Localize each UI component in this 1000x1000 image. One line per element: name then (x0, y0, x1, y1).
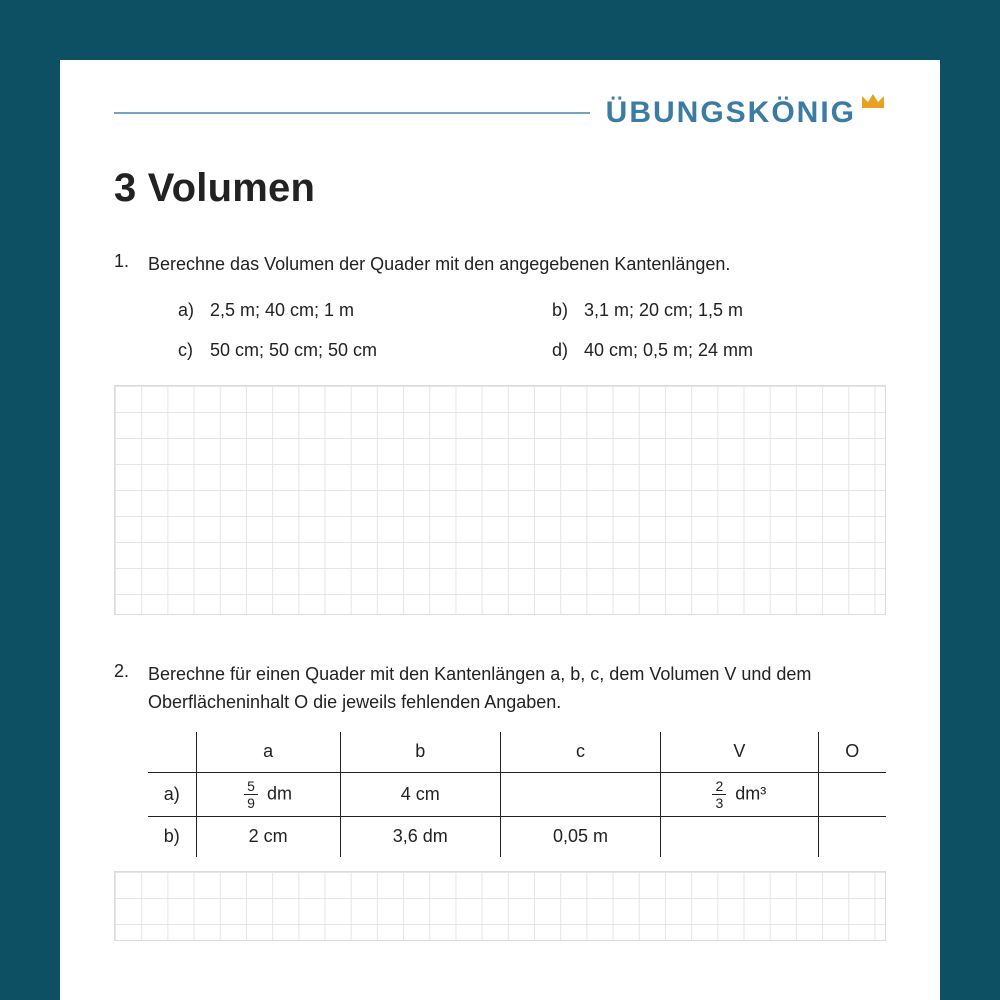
cell-v: 2 3 dm³ (661, 773, 819, 817)
cell-b: 4 cm (340, 773, 500, 817)
worksheet-page: ÜBUNGSKÖNIG 3 Volumen 1. Berechne das Vo… (60, 60, 940, 1000)
denominator: 9 (247, 795, 255, 810)
cell-a: 2 cm (196, 817, 340, 857)
exercise-number: 2. (114, 661, 134, 858)
exercise-prompt: Berechne das Volumen der Quader mit den … (148, 254, 730, 274)
col-o: O (818, 732, 886, 772)
cell-c: 0,05 m (500, 817, 660, 857)
sub-text: 40 cm; 0,5 m; 24 mm (584, 337, 753, 365)
col-c: c (500, 732, 660, 772)
col-a: a (196, 732, 340, 772)
sub-item-a: a) 2,5 m; 40 cm; 1 m (178, 297, 512, 325)
cell-c (500, 773, 660, 817)
table-row: b) 2 cm 3,6 dm 0,05 m (148, 817, 886, 857)
answer-grid-1 (114, 385, 886, 615)
col-v: V (661, 732, 819, 772)
exercise-number: 1. (114, 251, 134, 365)
exercise-2: 2. Berechne für einen Quader mit den Kan… (114, 661, 886, 858)
unit: dm (267, 784, 292, 804)
row-label: b) (148, 817, 196, 857)
cell-v (661, 817, 819, 857)
row-label: a) (148, 773, 196, 817)
sub-item-b: b) 3,1 m; 20 cm; 1,5 m (552, 297, 886, 325)
sub-text: 3,1 m; 20 cm; 1,5 m (584, 297, 743, 325)
exercise-body: Berechne für einen Quader mit den Kanten… (148, 661, 886, 858)
sub-label: a) (178, 297, 200, 325)
sub-label: b) (552, 297, 574, 325)
fraction: 2 3 (712, 779, 726, 810)
table-corner (148, 732, 196, 772)
sub-text: 2,5 m; 40 cm; 1 m (210, 297, 354, 325)
col-b: b (340, 732, 500, 772)
table-header-row: a b c V O (148, 732, 886, 772)
numerator: 2 (712, 779, 726, 795)
sub-label: d) (552, 337, 574, 365)
answer-grid-2 (114, 871, 886, 941)
crown-icon (860, 92, 886, 114)
header-bar: ÜBUNGSKÖNIG (114, 96, 886, 130)
brand-logo: ÜBUNGSKÖNIG (606, 96, 886, 130)
cell-a: 5 9 dm (196, 773, 340, 817)
header-rule (114, 112, 590, 114)
sub-text: 50 cm; 50 cm; 50 cm (210, 337, 377, 365)
sub-item-list: a) 2,5 m; 40 cm; 1 m b) 3,1 m; 20 cm; 1,… (148, 297, 886, 365)
fraction: 5 9 (244, 779, 258, 810)
denominator: 3 (715, 795, 723, 810)
sub-item-c: c) 50 cm; 50 cm; 50 cm (178, 337, 512, 365)
sub-item-d: d) 40 cm; 0,5 m; 24 mm (552, 337, 886, 365)
exercise-prompt: Berechne für einen Quader mit den Kanten… (148, 664, 811, 712)
numerator: 5 (244, 779, 258, 795)
exercise-body: Berechne das Volumen der Quader mit den … (148, 251, 886, 365)
brand-text: ÜBUNGSKÖNIG (606, 96, 856, 130)
page-title: 3 Volumen (114, 166, 886, 211)
table-row: a) 5 9 dm 4 cm 2 (148, 773, 886, 817)
unit: dm³ (735, 784, 766, 804)
values-table: a b c V O a) 5 9 (148, 732, 886, 857)
cell-o (818, 817, 886, 857)
exercise-1: 1. Berechne das Volumen der Quader mit d… (114, 251, 886, 365)
sub-label: c) (178, 337, 200, 365)
cell-o (818, 773, 886, 817)
cell-b: 3,6 dm (340, 817, 500, 857)
